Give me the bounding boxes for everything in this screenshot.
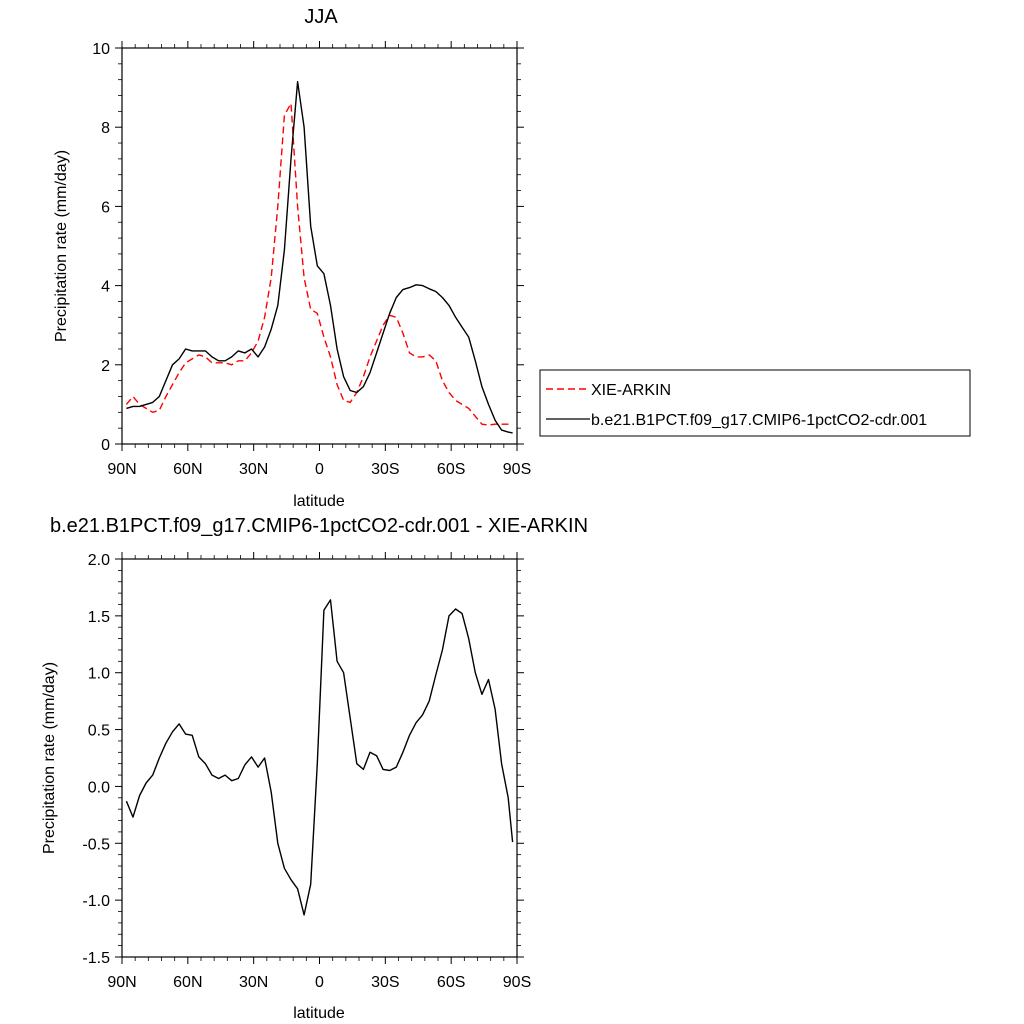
x-tick-label: 0 bbox=[315, 974, 324, 991]
y-tick-label: 1.0 bbox=[88, 666, 110, 683]
x-tick-label: 30S bbox=[371, 974, 399, 991]
y-tick-label: 0.5 bbox=[88, 723, 110, 740]
y-tick-label: -1.5 bbox=[82, 950, 110, 967]
x-tick-label: 60N bbox=[173, 461, 202, 478]
x-tick-label: 30N bbox=[239, 461, 268, 478]
plot-frame bbox=[121, 47, 518, 445]
x-tick-label: 90S bbox=[503, 974, 531, 991]
legend-label-model: b.e21.B1PCT.f09_g17.CMIP6-1pctCO2-cdr.00… bbox=[591, 412, 927, 429]
chart-title: b.e21.B1PCT.f09_g17.CMIP6-1pctCO2-cdr.00… bbox=[50, 515, 588, 537]
y-tick-label: 8 bbox=[101, 120, 110, 137]
x-tick-label: 30N bbox=[239, 974, 268, 991]
tick-layer: 90N 60N 30N 0 30S 60S 90S -1.5 -1.0 -0.5 0.0 0.5 1.0… bbox=[82, 552, 531, 991]
y-tick-label: 0.0 bbox=[88, 779, 110, 796]
x-tick-label: 90N bbox=[107, 974, 136, 991]
x-axis-label: latitude bbox=[293, 493, 345, 510]
y-tick-label: 6 bbox=[101, 199, 110, 216]
series-layer bbox=[125, 80, 513, 434]
y-axis-label: Precipitation rate (mm/day) bbox=[53, 150, 70, 342]
y-tick-label: 2.0 bbox=[88, 552, 110, 569]
x-tick-label: 60N bbox=[173, 974, 202, 991]
y-tick-label: 1.5 bbox=[88, 609, 110, 626]
y-tick-label: 10 bbox=[92, 41, 110, 58]
x-tick-label: 30S bbox=[371, 461, 399, 478]
x-tick-label: 0 bbox=[315, 461, 324, 478]
y-tick-label: -1.0 bbox=[82, 893, 110, 910]
panel-difference: b.e21.B1PCT.f09_g17.CMIP6-1pctCO2-cdr.00… bbox=[41, 515, 588, 1022]
x-tick-label: 60S bbox=[437, 974, 465, 991]
series-line-b-e21-b1pct-f09-g17-cmip6-1pctco2-cdr-001 bbox=[126, 80, 513, 434]
plot-frame bbox=[121, 558, 518, 958]
chart-title: JJA bbox=[304, 6, 338, 28]
y-tick-label: 0 bbox=[101, 437, 110, 454]
y-tick-label: 2 bbox=[101, 358, 110, 375]
x-axis-label: latitude bbox=[293, 1005, 345, 1022]
legend-box bbox=[539, 369, 971, 437]
y-axis-label: Precipitation rate (mm/day) bbox=[41, 662, 58, 854]
legend-label-xie-arkin: XIE-ARKIN bbox=[591, 382, 671, 399]
y-tick-label: 4 bbox=[101, 279, 110, 296]
legend: XIE-ARKIN b.e21.B1PCT.f09_g17.CMIP6-1pct… bbox=[539, 369, 971, 437]
tick-layer: 90N 60N 30N 0 30S 60S 90S 0 2 4 6 8 10 bbox=[92, 41, 531, 478]
series-line-xie-arkin bbox=[125, 102, 513, 426]
x-tick-label: 90S bbox=[503, 461, 531, 478]
x-tick-label: 90N bbox=[107, 461, 136, 478]
y-tick-label: -0.5 bbox=[82, 836, 110, 853]
series-line-difference bbox=[125, 599, 514, 916]
series-layer bbox=[125, 599, 514, 916]
x-tick-label: 60S bbox=[437, 461, 465, 478]
